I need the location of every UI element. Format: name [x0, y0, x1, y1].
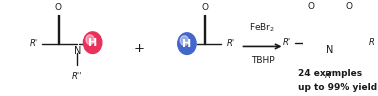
Circle shape — [178, 33, 196, 54]
Text: O: O — [201, 3, 208, 12]
Text: R'': R'' — [325, 71, 335, 80]
Text: FeBr$_2$: FeBr$_2$ — [249, 22, 276, 34]
Circle shape — [84, 32, 102, 53]
Text: R: R — [369, 38, 374, 47]
Text: R': R' — [227, 39, 235, 48]
Circle shape — [86, 35, 94, 45]
Text: R': R' — [283, 38, 291, 47]
Text: R'': R'' — [72, 72, 83, 81]
Text: O: O — [346, 2, 353, 11]
Text: 24 examples: 24 examples — [298, 69, 362, 78]
Text: TBHP: TBHP — [251, 56, 274, 65]
Text: N: N — [326, 45, 334, 55]
Circle shape — [180, 36, 189, 45]
Text: H: H — [88, 38, 97, 48]
Text: H: H — [182, 39, 192, 49]
Text: up to 99% yield: up to 99% yield — [298, 83, 377, 92]
Text: R': R' — [30, 39, 38, 48]
Text: +: + — [133, 42, 144, 55]
Text: N: N — [74, 46, 81, 56]
Text: O: O — [307, 2, 314, 11]
Text: O: O — [55, 3, 62, 12]
